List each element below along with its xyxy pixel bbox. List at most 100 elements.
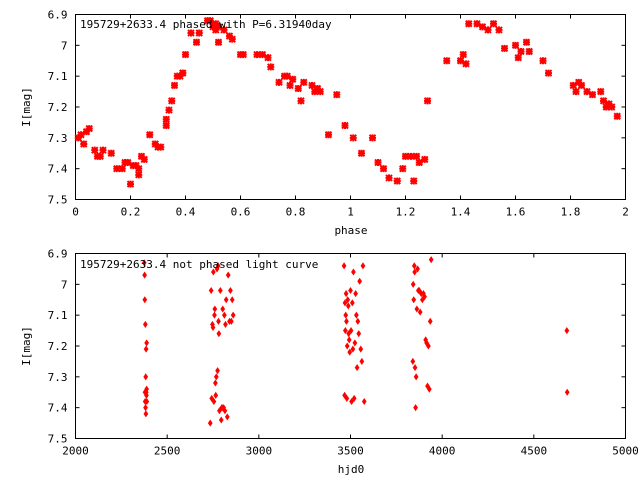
data-point — [135, 164, 143, 173]
data-point — [412, 152, 421, 161]
data-point — [225, 271, 231, 279]
data-point — [126, 180, 135, 188]
data-point — [162, 115, 170, 124]
data-point — [223, 320, 228, 328]
data-point — [349, 299, 355, 307]
data-point — [77, 131, 85, 139]
data-point — [489, 20, 498, 28]
data-point — [413, 373, 419, 381]
data-point — [220, 305, 226, 313]
data-point — [216, 317, 221, 325]
data-point — [426, 385, 432, 393]
data-point — [214, 23, 223, 31]
chart-title: 195729+2633.4 phased with P=6.31940day — [80, 18, 332, 31]
data-point — [210, 323, 216, 332]
data-point — [170, 81, 179, 90]
data-point — [222, 311, 227, 319]
data-point — [588, 90, 597, 99]
data-point — [223, 296, 229, 304]
data-point — [135, 171, 143, 179]
phased-light-curve-panel: 0 0.2 0.4 0.6 0.8 1 1.2 1.4 1.6 1.8 2 6.9 7 7.1 7.2 7.3… — [20, 9, 629, 238]
y-tick-label: 7 — [61, 39, 68, 52]
x-tick-label: 1.6 — [506, 206, 526, 219]
y-tick-label: 6.9 — [48, 248, 68, 261]
data-point — [85, 124, 93, 133]
data-point — [407, 152, 415, 161]
data-point — [357, 277, 363, 285]
x-tick-label: 0.6 — [231, 206, 251, 219]
data-point — [346, 336, 352, 344]
x-tick-label: 0.4 — [176, 206, 196, 219]
data-point — [286, 81, 294, 90]
data-point — [583, 87, 591, 96]
data-point — [141, 259, 147, 267]
data-point — [465, 20, 473, 28]
data-point — [324, 131, 333, 139]
data-point — [213, 391, 219, 399]
data-point — [410, 357, 416, 365]
data-point — [213, 379, 218, 387]
data-point — [478, 23, 487, 31]
data-point — [113, 164, 121, 173]
data-point — [345, 302, 351, 310]
data-point — [283, 72, 291, 80]
data-point — [217, 286, 223, 295]
data-point — [608, 103, 616, 111]
data-point — [349, 134, 357, 142]
data-point — [351, 268, 356, 276]
data-point — [356, 330, 362, 338]
x-tick-label: 4500 — [521, 445, 548, 458]
data-point — [143, 345, 149, 353]
data-point — [348, 327, 354, 335]
data-points — [141, 256, 570, 427]
data-point — [207, 419, 213, 427]
data-point — [344, 394, 350, 402]
data-point — [168, 97, 176, 105]
data-point — [379, 164, 388, 173]
data-point — [99, 146, 107, 154]
data-point — [360, 262, 366, 270]
data-point — [361, 397, 367, 406]
data-point — [140, 155, 148, 164]
data-point — [258, 50, 267, 59]
data-point — [411, 296, 417, 304]
data-point — [187, 29, 195, 37]
data-point — [354, 364, 360, 372]
x-tick-label: 2 — [622, 206, 629, 219]
data-point — [343, 290, 349, 298]
data-point — [343, 327, 348, 335]
y-axis-label: I[mag] — [20, 326, 33, 366]
data-point — [350, 345, 356, 353]
y-tick-label: 7 — [61, 278, 68, 291]
data-point — [351, 394, 357, 402]
data-point — [564, 388, 570, 396]
data-point — [162, 121, 170, 130]
x-tick-label: 0.8 — [286, 206, 306, 219]
data-point — [142, 320, 148, 328]
data-point — [181, 50, 190, 59]
data-point — [354, 311, 359, 319]
data-point — [426, 342, 431, 350]
data-point — [228, 317, 234, 325]
data-point — [146, 131, 154, 139]
data-point — [544, 69, 553, 77]
data-point — [401, 152, 410, 161]
data-point — [206, 16, 214, 25]
data-point — [415, 158, 423, 167]
x-tick-label: 5000 — [612, 445, 639, 458]
data-point — [385, 174, 393, 182]
data-point — [157, 143, 165, 151]
y-tick-label: 7.3 — [48, 371, 68, 384]
data-point — [495, 26, 503, 34]
axis-ticks: 0 0.2 0.4 0.6 0.8 1 1.2 1.4 1.6 1.8 2 6.9 7 7.1 7.2 7.3… — [48, 9, 629, 219]
data-point — [118, 164, 126, 173]
x-tick-label: 4000 — [429, 445, 456, 458]
x-tick-label: 1 — [347, 206, 354, 219]
data-point — [230, 311, 236, 319]
data-point — [348, 286, 353, 295]
x-axis-label: hjd0 — [338, 463, 365, 476]
data-point — [412, 364, 418, 372]
data-point — [421, 155, 429, 164]
data-point — [253, 50, 261, 59]
